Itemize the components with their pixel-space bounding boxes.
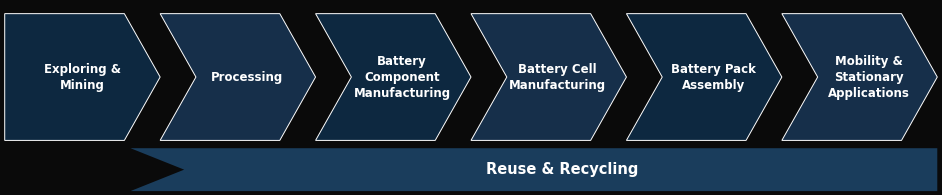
Polygon shape bbox=[626, 14, 782, 140]
Text: Battery Cell
Manufacturing: Battery Cell Manufacturing bbox=[509, 63, 607, 91]
Text: Processing: Processing bbox=[211, 71, 283, 83]
Polygon shape bbox=[782, 14, 937, 140]
Text: Battery Pack
Assembly: Battery Pack Assembly bbox=[671, 63, 755, 91]
Polygon shape bbox=[316, 14, 471, 140]
Polygon shape bbox=[160, 14, 316, 140]
Text: Battery
Component
Manufacturing: Battery Component Manufacturing bbox=[353, 55, 451, 99]
Text: Mobility &
Stationary
Applications: Mobility & Stationary Applications bbox=[828, 55, 909, 99]
Polygon shape bbox=[5, 14, 160, 140]
Text: Reuse & Recycling: Reuse & Recycling bbox=[486, 162, 639, 177]
Polygon shape bbox=[130, 148, 937, 191]
Polygon shape bbox=[471, 14, 626, 140]
Text: Exploring &
Mining: Exploring & Mining bbox=[44, 63, 121, 91]
